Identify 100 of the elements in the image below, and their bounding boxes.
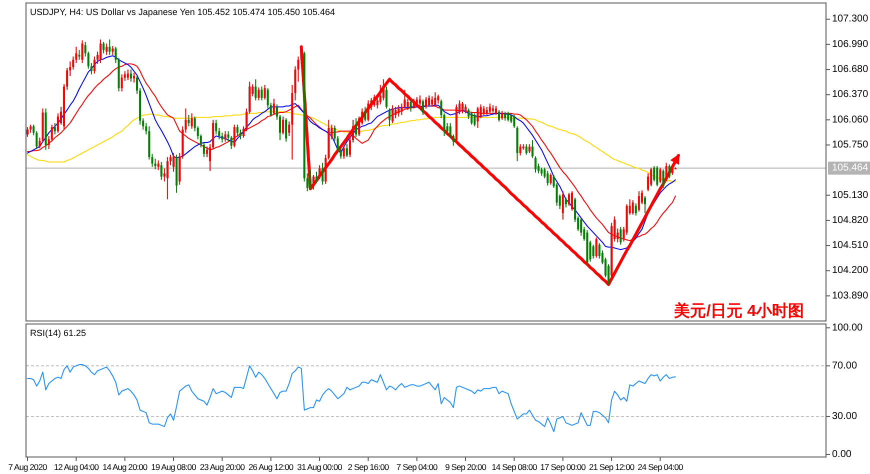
x-tick-label: 9 Sep 20:00 — [445, 462, 487, 472]
x-tick-label: 12 Aug 04:00 — [54, 462, 100, 472]
candlestick — [519, 144, 522, 156]
candlestick — [568, 192, 570, 206]
line-series — [27, 364, 676, 432]
candlestick — [571, 190, 574, 212]
candlestick — [638, 190, 640, 212]
candlestick — [665, 162, 668, 182]
candlestick — [190, 112, 193, 130]
chart-title: RSI(14) 61.25 — [30, 328, 86, 338]
candlestick — [100, 39, 102, 64]
candlestick — [224, 130, 226, 142]
candlestick — [221, 132, 224, 144]
candlestick — [285, 118, 288, 142]
candlestick — [394, 106, 397, 119]
candlestick — [592, 244, 594, 260]
x-tick-label: 7 Aug 2020 — [8, 462, 48, 472]
candlestick — [206, 146, 208, 158]
candlestick — [254, 78, 257, 101]
candlestick — [513, 114, 516, 128]
candlestick — [412, 98, 415, 109]
text: USDJPY, H4: US Dollar vs Japanese Yen 105.452 105.474 105.450 105.464 — [30, 7, 336, 17]
candlestick — [318, 164, 321, 180]
candlestick — [410, 99, 412, 112]
candlestick — [120, 74, 123, 92]
y-tick-label: 105.750 — [832, 139, 869, 150]
y-tick-label: 106.990 — [832, 38, 869, 50]
candlestick — [282, 116, 284, 135]
candlestick — [258, 86, 260, 101]
candlestick — [462, 101, 464, 114]
candlestick — [498, 110, 500, 122]
candlestick — [418, 94, 421, 107]
candlestick — [312, 174, 314, 190]
candlestick — [595, 236, 598, 258]
candlestick — [564, 197, 567, 208]
y-tick-label: 106.370 — [832, 89, 869, 100]
candlestick — [443, 112, 446, 137]
candlestick — [671, 164, 674, 176]
x-tick-label: 17 Sep 00:00 — [540, 462, 586, 472]
candlestick — [620, 226, 622, 246]
candlestick — [562, 190, 564, 220]
x-tick-label: 7 Sep 04:00 — [396, 462, 438, 472]
candlestick — [406, 98, 409, 111]
candlestick — [309, 168, 312, 190]
candlestick — [382, 78, 384, 101]
candlestick — [126, 69, 129, 81]
y-tick-label: 103.890 — [832, 290, 869, 302]
candlestick — [580, 217, 582, 236]
candlestick — [236, 124, 238, 137]
candlestick — [656, 166, 658, 187]
candlestick — [534, 156, 537, 174]
x-tick-label: 23 Aug 20:00 — [200, 462, 246, 472]
candlestick — [434, 92, 436, 108]
x-tick-label: 2 Sep 16:00 — [348, 462, 390, 472]
y-tick-label: 70.00 — [832, 360, 858, 372]
y-tick-label: 104.820 — [832, 214, 869, 226]
y-tick-label: 30.00 — [832, 410, 858, 422]
candlestick — [653, 166, 656, 182]
annotation: 美元/日元 4小时图 — [673, 301, 804, 320]
y-tick-label: 107.300 — [832, 14, 869, 25]
candlestick — [398, 104, 400, 118]
y-tick-label: 104.510 — [832, 240, 869, 252]
candlestick — [531, 140, 534, 158]
candlestick — [54, 122, 56, 135]
candlestick — [367, 100, 370, 122]
ref-line-label: 105.464 — [832, 162, 869, 174]
candlestick — [26, 126, 29, 138]
candlestick — [431, 96, 434, 108]
y-tick-label: 105.130 — [832, 190, 869, 201]
candlestick — [315, 171, 318, 184]
candlestick — [392, 104, 394, 124]
candlestick — [130, 69, 132, 82]
y-tick-label: 106.060 — [832, 114, 869, 126]
candlestick — [525, 144, 528, 156]
candlestick — [264, 84, 266, 100]
candlestick — [373, 94, 376, 108]
candlestick — [172, 152, 175, 172]
x-tick-label: 24 Sep 04:00 — [638, 462, 684, 472]
candlestick — [634, 202, 637, 216]
candlestick — [440, 99, 442, 119]
candlestick — [364, 106, 366, 122]
x-tick-label: 14 Aug 20:00 — [102, 462, 148, 472]
candlestick — [154, 158, 156, 170]
candlestick — [114, 46, 117, 64]
candlestick — [157, 160, 160, 171]
x-tick-label: 19 Aug 08:00 — [151, 462, 197, 472]
candlestick — [260, 86, 263, 101]
candlestick — [132, 72, 135, 83]
y-tick-label: 100.00 — [832, 322, 864, 334]
x-tick-label: 14 Sep 08:00 — [492, 462, 538, 472]
y-tick-label: 104.200 — [832, 265, 869, 276]
candlestick — [81, 40, 84, 64]
candlestick — [488, 103, 491, 114]
candlestick — [78, 50, 80, 60]
candlestick — [668, 164, 670, 179]
candlestick — [546, 170, 549, 186]
candlestick — [322, 162, 324, 186]
candlestick — [662, 168, 664, 188]
candlestick — [272, 98, 275, 116]
candlestick — [388, 108, 390, 127]
